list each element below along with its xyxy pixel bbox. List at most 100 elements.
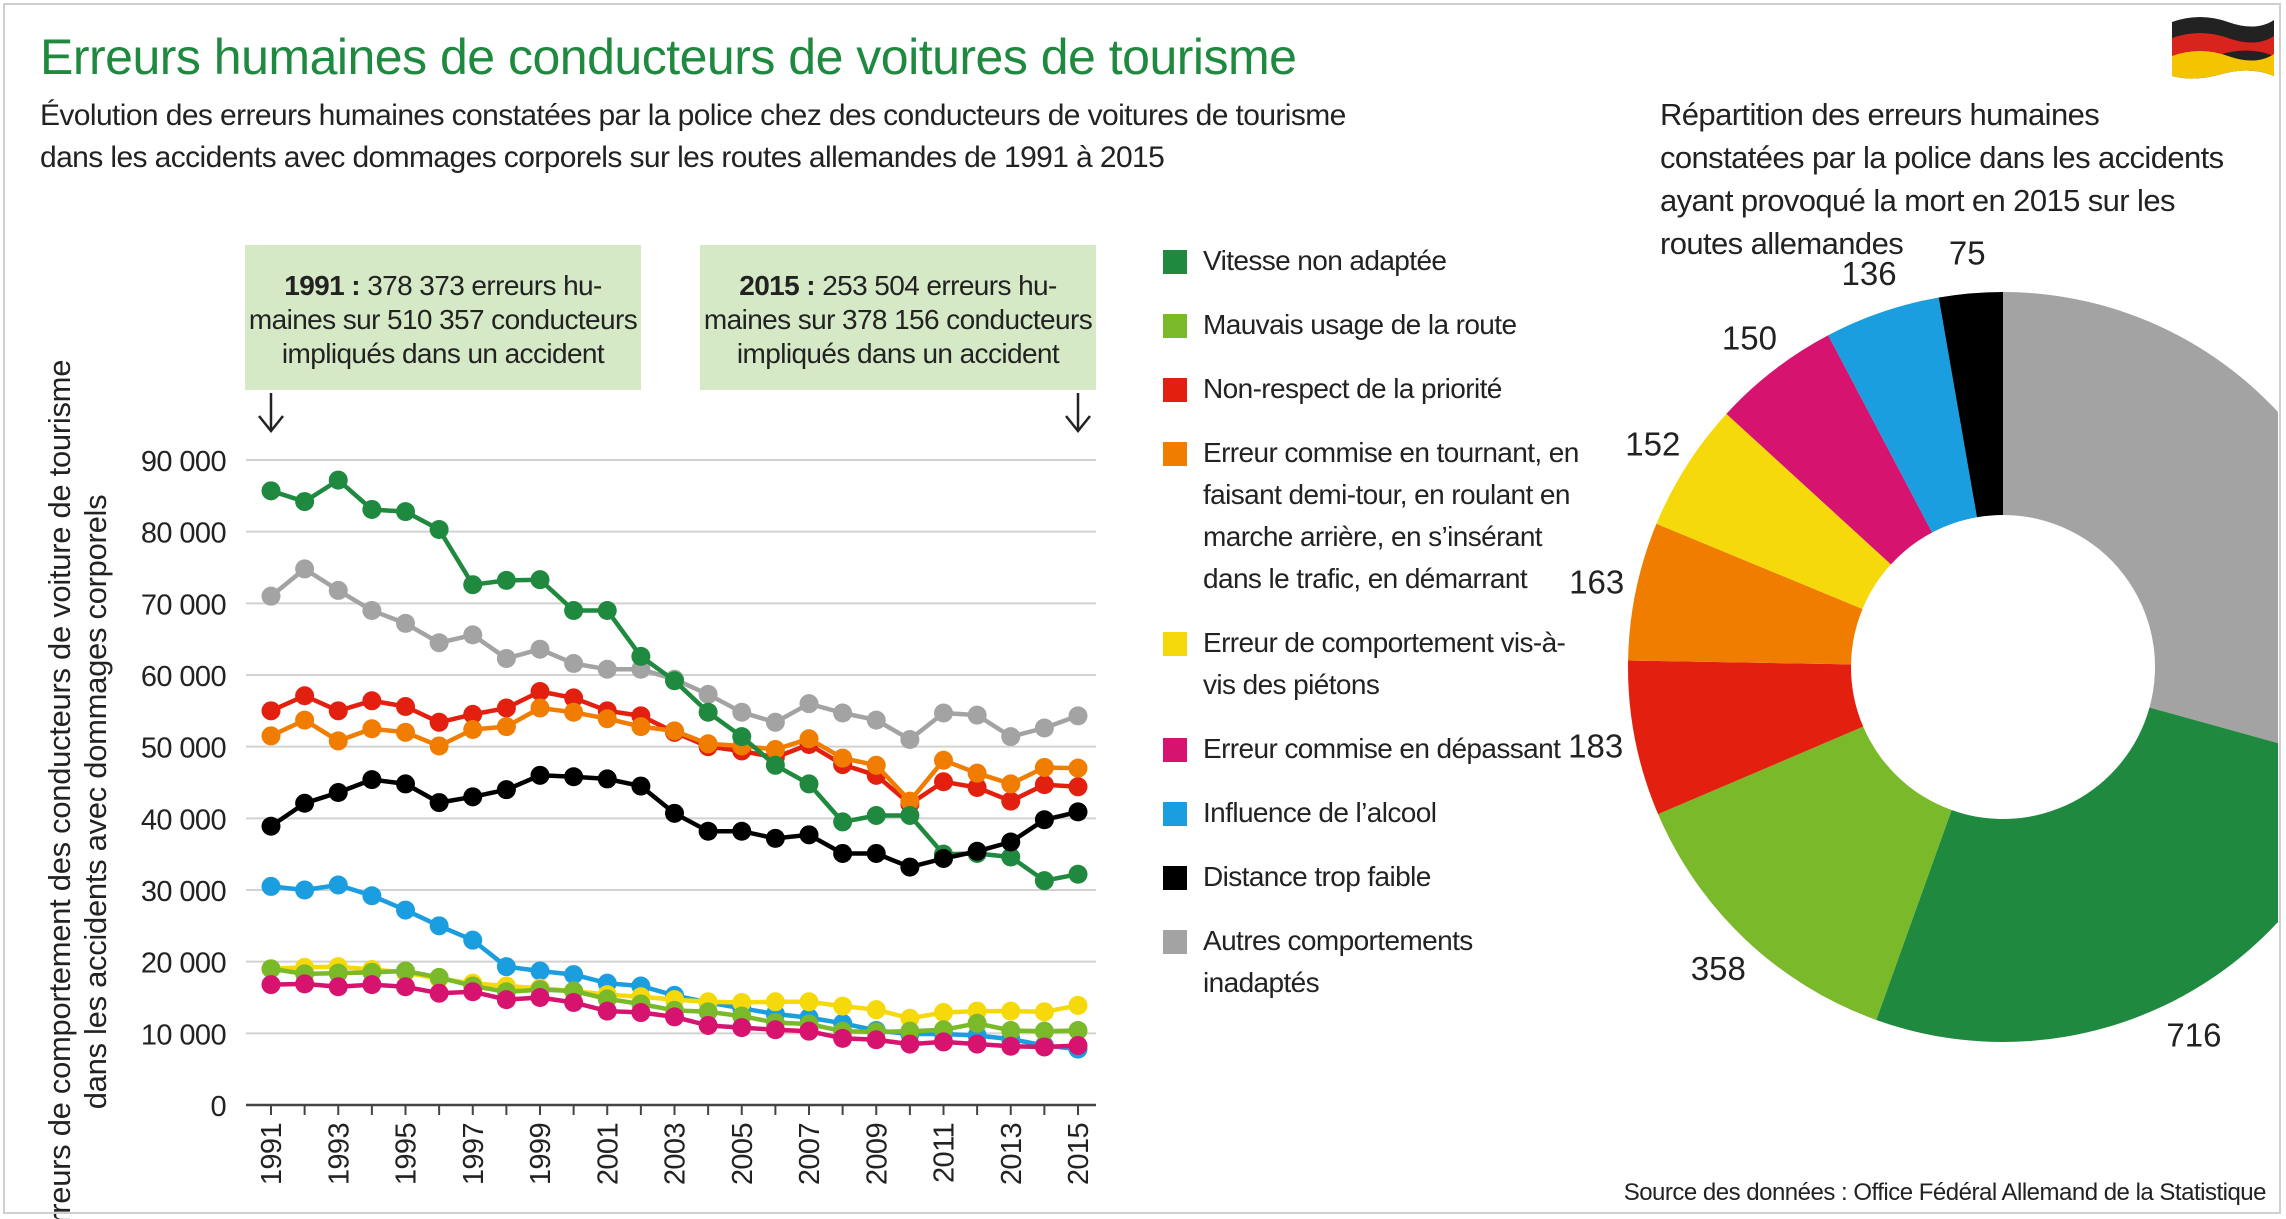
legend-item: Erreur commise en dépassant: [1163, 728, 1583, 770]
y-tick-label: 20 000: [141, 948, 226, 980]
series-3-point: [295, 492, 315, 512]
series-2-point: [328, 731, 348, 751]
series-0-point: [1068, 706, 1088, 726]
series-1-point: [564, 688, 584, 708]
donut-chart: 80171635818316315215013675: [1568, 235, 2278, 1053]
callout-2015-box: [700, 245, 1096, 390]
series-0-point: [1034, 718, 1054, 738]
callout-2015-text-1: 253 504 erreurs hu-: [815, 270, 1057, 301]
series-2-point: [665, 721, 684, 741]
donut-slice: [1876, 707, 2278, 1042]
callout-1991-line-2: maines sur 510 357 conducteurs: [249, 304, 637, 335]
series-6-point: [1068, 995, 1088, 1015]
series-1-point: [328, 701, 348, 721]
series-1-point: [295, 686, 315, 706]
series-8-point: [1001, 1036, 1021, 1056]
callout-1991-box: [245, 245, 641, 390]
series-5-point: [328, 875, 348, 895]
series-5-point: [429, 916, 449, 936]
line-chart: 0 10 000 20 000 30 000 40 000 50 000 60 000 70 …: [141, 446, 1096, 1185]
series-1-point: [429, 712, 449, 732]
legend-swatch: [1163, 866, 1187, 890]
donut-slice-label: 183: [1568, 728, 1623, 765]
series-4-point: [631, 776, 651, 796]
series-line-0: [269, 566, 1079, 742]
series-4-point: [295, 793, 315, 813]
series-3-point: [530, 570, 550, 590]
series-3-point: [631, 646, 651, 666]
series-4-point: [597, 769, 617, 789]
series-3-point: [362, 499, 382, 519]
legend-swatch: [1163, 442, 1187, 466]
donut-slice: [1628, 660, 1864, 815]
series-8-point: [732, 1018, 752, 1038]
donut-slice-label: 358: [1691, 950, 1746, 987]
series-3-point: [261, 481, 281, 501]
series-6-point: [1001, 1001, 1021, 1021]
y-axis-label-line-2: dans les accidents avec dommages corpore…: [78, 495, 113, 1110]
series-2-point: [1034, 757, 1054, 777]
series-8-point: [900, 1034, 920, 1054]
series-4-point: [396, 774, 415, 794]
donut-slice: [1938, 292, 2003, 518]
legend-item: Vitesse non adaptée: [1163, 240, 1583, 282]
series-3-point: [328, 470, 348, 490]
series-7-point: [328, 963, 348, 983]
series-1-point: [530, 681, 550, 701]
series-3-point: [833, 812, 853, 832]
series-1-point: [496, 698, 516, 718]
legend-label: Influence de l’alcool: [1203, 797, 1437, 828]
series-2-point: [866, 755, 886, 775]
series-8-point: [530, 988, 550, 1007]
series-line-1: [270, 689, 1079, 807]
series-0-point: [328, 580, 348, 600]
legend-item: Non-respect de la priorité: [1163, 368, 1583, 410]
series-3-point: [597, 601, 617, 620]
y-tick-label: 10 000: [141, 1019, 226, 1051]
series-4-point: [967, 841, 987, 861]
series-3-point: [665, 671, 684, 691]
series-4-point: [799, 825, 819, 845]
series-4-point: [1034, 810, 1054, 830]
series-0-point: [429, 633, 449, 653]
series-2-point: [429, 736, 449, 756]
series-8-point: [799, 1021, 819, 1041]
series-7-point: [698, 1002, 718, 1022]
series-8-point: [496, 990, 516, 1010]
series-2-point: [1001, 774, 1021, 794]
callout-2015-year: 2015 :: [739, 270, 815, 301]
series-8-point: [665, 1007, 684, 1027]
series-8-point: [261, 975, 281, 995]
series-7-point: [967, 1013, 987, 1033]
series-0-point: [698, 684, 718, 704]
series-4-point: [328, 783, 348, 803]
series-4-point: [765, 828, 785, 848]
series-3-point: [732, 727, 752, 747]
germany-flag-icon: [2172, 17, 2274, 79]
legend-item: Mauvais usage de la route: [1163, 304, 1583, 346]
series-7-point: [261, 959, 281, 979]
series-8-point: [597, 1001, 617, 1021]
series-0-point: [530, 639, 550, 659]
legend-swatch: [1163, 930, 1187, 954]
series-1-point: [934, 772, 953, 792]
donut-slice-label: 136: [1842, 255, 1897, 292]
series-4-point: [833, 843, 853, 863]
series-2-point: [396, 722, 415, 742]
pie-chart-title: Répartition des erreurs humaines constat…: [1660, 97, 2224, 261]
series-5-point: [564, 965, 584, 985]
series-0-point: [496, 649, 516, 669]
series-8-point: [934, 1032, 953, 1052]
series-6-point: [765, 992, 785, 1012]
series-2-point: [900, 791, 920, 811]
x-tick-label: 1991: [256, 1123, 288, 1185]
series-2-point: [799, 729, 819, 749]
donut-slice: [1656, 413, 1891, 609]
callout-2015-line-1: 2015 : 253 504 erreurs hu-: [739, 270, 1057, 301]
series-6-point: [799, 992, 819, 1012]
legend-label: Vitesse non adaptée: [1203, 245, 1447, 276]
x-tick-label: 1999: [525, 1123, 557, 1185]
series-4-point: [496, 780, 516, 800]
series-3-point: [1034, 871, 1054, 891]
legend-swatch: [1163, 802, 1187, 826]
